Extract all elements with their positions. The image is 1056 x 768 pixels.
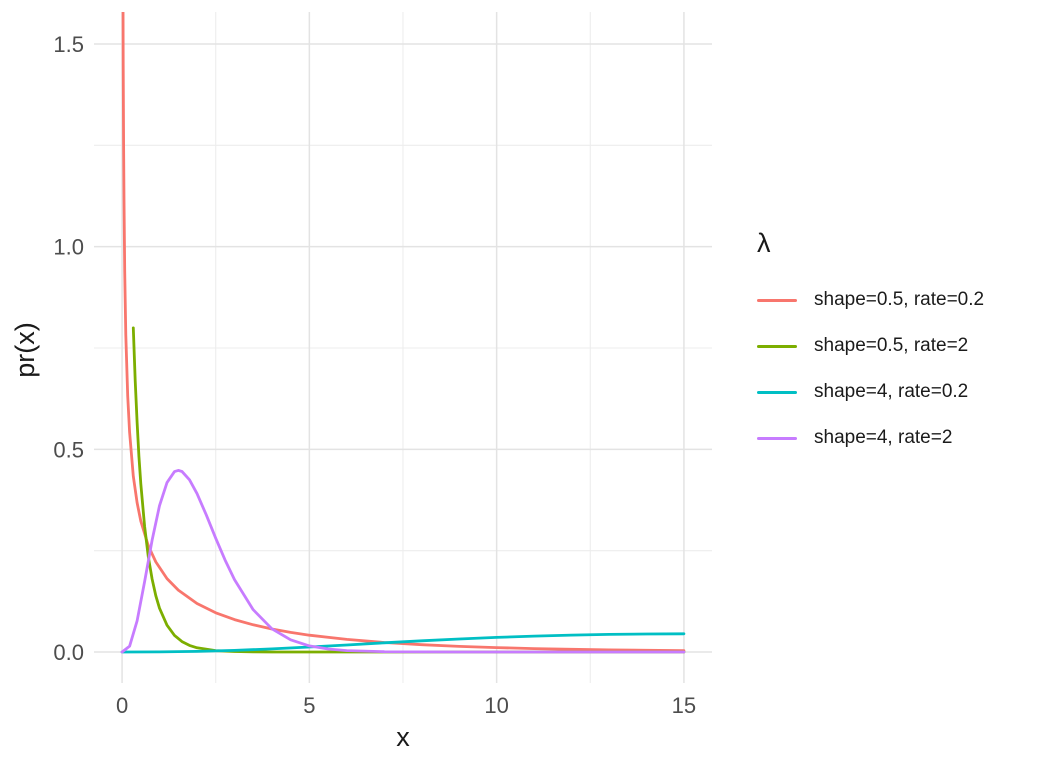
y-tick-label: 1.5 (53, 32, 84, 57)
curve-2 (120, 632, 686, 654)
legend-key-line (757, 344, 797, 348)
y-tick-label: 1.0 (53, 235, 84, 260)
x-axis-title: x (396, 722, 410, 752)
legend-entry-label: shape=4, rate=2 (814, 427, 953, 448)
x-tick-labels: 0 5 10 15 (116, 693, 696, 718)
y-tick-label: 0.0 (53, 640, 84, 665)
legend-entry-label: shape=0.5, rate=2 (814, 335, 969, 356)
legend-key-line (757, 298, 797, 302)
x-tick-label: 15 (672, 693, 696, 718)
x-tick-label: 0 (116, 693, 128, 718)
legend-entry-label: shape=4, rate=0.2 (814, 381, 969, 402)
x-tick-label: 5 (303, 693, 315, 718)
gridlines-minor (94, 12, 712, 683)
y-tick-label: 0.5 (53, 437, 84, 462)
legend-title: λ (757, 228, 771, 258)
legend-key-line (757, 436, 797, 440)
legend-key-line (757, 390, 797, 394)
y-axis-title: pr(x) (10, 322, 40, 378)
curve-0 (121, 12, 686, 653)
x-tick-label: 10 (484, 693, 508, 718)
legend-entry: shape=0.5, rate=2 (757, 323, 984, 369)
y-tick-labels: 0.0 0.5 1.0 1.5 (53, 32, 84, 665)
legend-entry-label: shape=0.5, rate=0.2 (814, 289, 985, 310)
legend-entry: shape=4, rate=0.2 (757, 369, 984, 415)
curve-3 (120, 469, 686, 654)
legend-entry: shape=4, rate=2 (757, 415, 984, 461)
curves (120, 12, 686, 654)
legend-entry: shape=0.5, rate=0.2 (757, 277, 984, 323)
legend: λ shape=0.5, rate=0.2 shape=0.5, rate=2 … (757, 228, 984, 461)
